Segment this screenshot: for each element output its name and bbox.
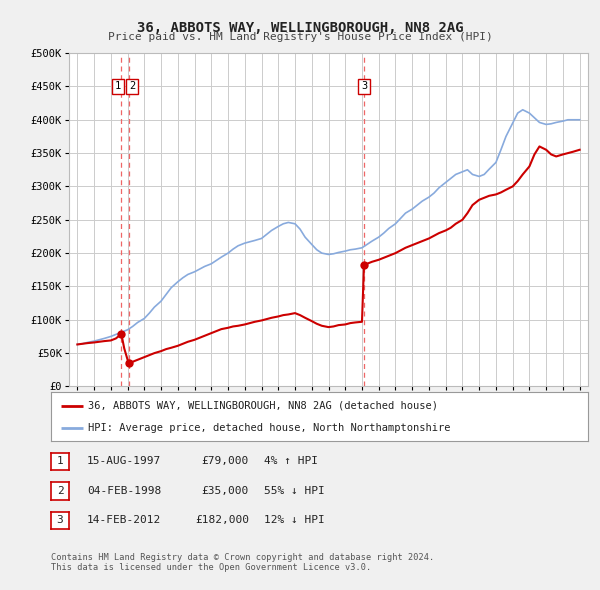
Text: 1: 1 xyxy=(115,81,121,91)
Text: £35,000: £35,000 xyxy=(202,486,249,496)
Text: 04-FEB-1998: 04-FEB-1998 xyxy=(87,486,161,496)
Text: 4% ↑ HPI: 4% ↑ HPI xyxy=(264,457,318,466)
Text: £79,000: £79,000 xyxy=(202,457,249,466)
Text: Price paid vs. HM Land Registry's House Price Index (HPI): Price paid vs. HM Land Registry's House … xyxy=(107,32,493,42)
Text: HPI: Average price, detached house, North Northamptonshire: HPI: Average price, detached house, Nort… xyxy=(88,423,450,433)
Text: 3: 3 xyxy=(56,516,64,525)
Text: 3: 3 xyxy=(361,81,367,91)
Text: 2: 2 xyxy=(56,486,64,496)
Text: 15-AUG-1997: 15-AUG-1997 xyxy=(87,457,161,466)
Text: 36, ABBOTS WAY, WELLINGBOROUGH, NN8 2AG: 36, ABBOTS WAY, WELLINGBOROUGH, NN8 2AG xyxy=(137,21,463,35)
Text: 14-FEB-2012: 14-FEB-2012 xyxy=(87,516,161,525)
Text: 12% ↓ HPI: 12% ↓ HPI xyxy=(264,516,325,525)
Text: This data is licensed under the Open Government Licence v3.0.: This data is licensed under the Open Gov… xyxy=(51,563,371,572)
Text: 36, ABBOTS WAY, WELLINGBOROUGH, NN8 2AG (detached house): 36, ABBOTS WAY, WELLINGBOROUGH, NN8 2AG … xyxy=(88,401,437,411)
Text: 2: 2 xyxy=(129,81,135,91)
Text: £182,000: £182,000 xyxy=(195,516,249,525)
Text: Contains HM Land Registry data © Crown copyright and database right 2024.: Contains HM Land Registry data © Crown c… xyxy=(51,553,434,562)
Text: 55% ↓ HPI: 55% ↓ HPI xyxy=(264,486,325,496)
Text: 1: 1 xyxy=(56,457,64,466)
